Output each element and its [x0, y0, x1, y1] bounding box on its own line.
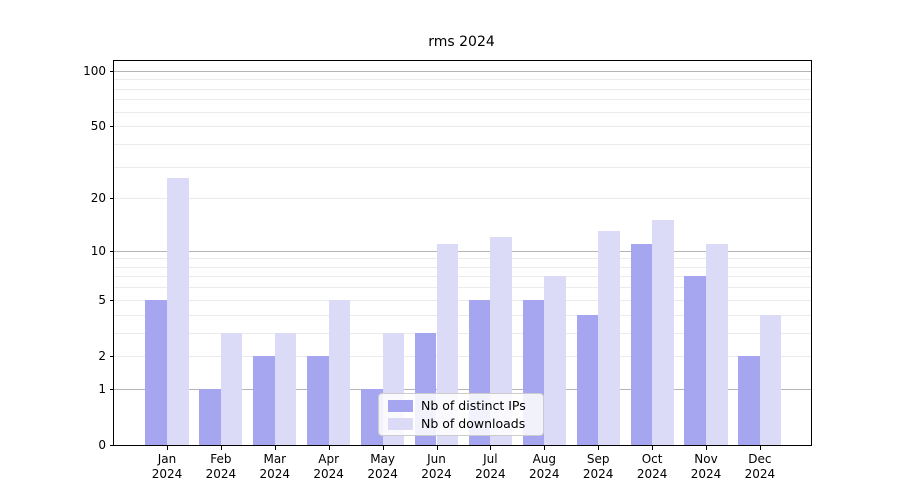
gridline-major: [114, 70, 811, 72]
gridline-minor: [114, 126, 811, 128]
legend-swatch-downloads-icon: [388, 417, 413, 430]
bar-distinct-ips: [738, 355, 760, 445]
bar-distinct-ips: [253, 355, 275, 445]
gridline-minor: [114, 143, 811, 145]
x-tick-label: Aug 2024: [529, 452, 560, 481]
gridline-minor: [114, 258, 811, 260]
y-tick-mark: [110, 388, 114, 390]
y-tick-mark: [110, 70, 114, 72]
gridline-minor: [114, 166, 811, 168]
gridline-minor: [114, 314, 811, 316]
bar-distinct-ips: [630, 243, 653, 445]
bar-downloads: [220, 332, 243, 445]
gridline-minor: [114, 111, 811, 113]
bar-downloads: [759, 314, 782, 445]
gridline-minor: [114, 99, 811, 101]
legend-item-distinct-ips: Nb of distinct IPs: [379, 398, 543, 413]
bar-downloads: [544, 276, 566, 445]
chart-title: rms 2024: [428, 34, 495, 50]
x-tick-label: Nov 2024: [690, 452, 722, 481]
x-tick-mark: [490, 446, 492, 450]
gridline-minor: [114, 79, 811, 81]
x-tick-mark: [436, 446, 438, 450]
x-tick-mark: [544, 446, 546, 450]
bar-distinct-ips: [576, 314, 599, 445]
y-tick-label: 0: [98, 438, 106, 452]
y-tick-label: 20: [90, 191, 106, 206]
x-tick-label: Dec 2024: [744, 452, 776, 481]
gridline-major: [114, 388, 811, 390]
x-tick-mark: [652, 446, 654, 450]
y-tick-label: 50: [90, 119, 106, 134]
x-tick-mark: [382, 446, 384, 450]
x-tick-label: Oct 2024: [636, 452, 668, 481]
bar-downloads: [706, 243, 728, 445]
bar-downloads: [598, 231, 620, 445]
y-tick-mark: [110, 355, 114, 357]
legend-label-downloads: Nb of downloads: [421, 416, 526, 431]
y-tick-label: 5: [98, 292, 106, 307]
bar-distinct-ips: [361, 388, 383, 445]
y-tick-mark: [110, 250, 114, 252]
x-tick-mark: [598, 446, 600, 450]
y-tick-mark: [110, 445, 114, 446]
x-tick-label: May 2024: [367, 452, 398, 481]
y-tick-mark: [110, 198, 114, 200]
gridline-minor: [114, 287, 811, 289]
y-tick-mark: [110, 299, 114, 301]
x-tick-mark: [706, 446, 707, 450]
bar-distinct-ips: [307, 355, 329, 445]
bar-distinct-ips: [199, 388, 221, 445]
x-tick-label: Jan 2024: [151, 452, 183, 481]
x-tick-mark: [167, 446, 168, 450]
gridline-minor: [114, 332, 811, 334]
legend-swatch-distinct-ips-icon: [388, 399, 413, 412]
gridline-major: [114, 250, 811, 252]
gridline-minor: [114, 355, 811, 357]
gridline-minor: [114, 276, 811, 278]
legend-label-distinct-ips: Nb of distinct IPs: [421, 398, 526, 413]
bar-distinct-ips: [145, 299, 167, 445]
x-tick-mark: [220, 446, 222, 450]
legend-item-downloads: Nb of downloads: [379, 416, 543, 431]
bar-downloads: [167, 177, 189, 445]
gridline-minor: [114, 266, 811, 268]
x-tick-mark: [274, 446, 276, 450]
bar-downloads: [652, 220, 674, 445]
gridline-minor: [114, 299, 811, 301]
y-tick-label: 1: [98, 381, 106, 396]
x-tick-label: Jun 2024: [421, 452, 452, 481]
y-tick-mark: [110, 126, 114, 128]
gridline-minor: [114, 198, 811, 200]
y-tick-label: 10: [90, 243, 106, 258]
x-tick-label: Mar 2024: [259, 452, 291, 481]
x-tick-mark: [759, 446, 761, 450]
y-tick-label: 100: [83, 63, 106, 78]
x-tick-mark: [328, 446, 330, 450]
bar-downloads: [274, 332, 297, 445]
plot-area: 0 1 2 5 10 20 50 100 Jan 2024 Feb 2024 Mar 2024 Apr…: [83, 60, 812, 481]
y-tick-label: 2: [98, 348, 106, 363]
gridline-minor: [114, 88, 811, 90]
legend: Nb of distinct IPs Nb of downloads: [378, 393, 544, 436]
x-tick-label: Jul 2024: [475, 452, 506, 481]
x-tick-label: Feb 2024: [205, 452, 237, 481]
x-tick-label: Sep 2024: [582, 452, 614, 481]
x-tick-label: Apr 2024: [313, 452, 344, 481]
bar-downloads: [328, 299, 351, 445]
bar-distinct-ips: [684, 276, 706, 445]
